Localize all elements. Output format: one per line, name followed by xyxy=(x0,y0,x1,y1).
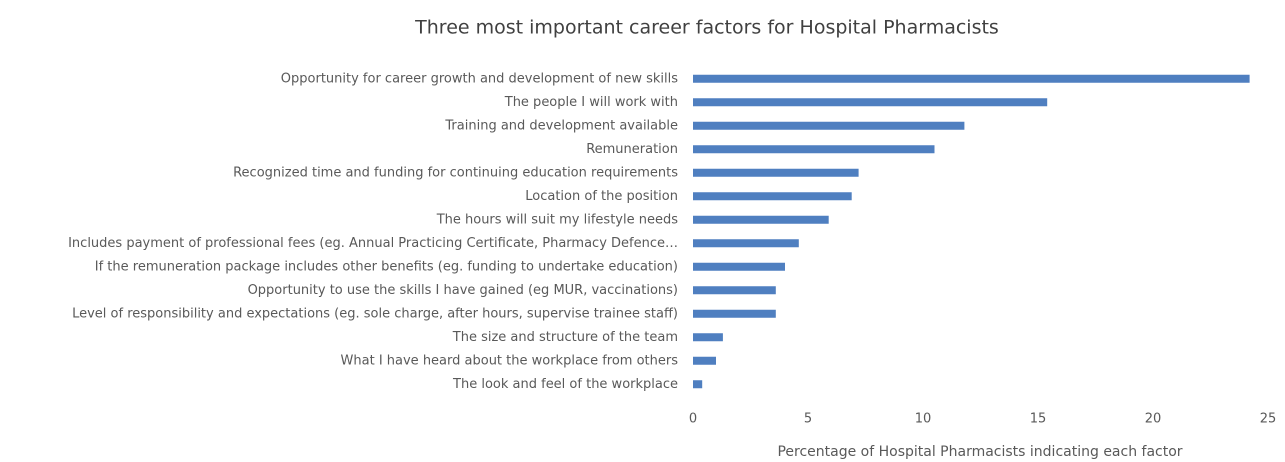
x-tick-label: 15 xyxy=(1030,412,1047,427)
x-axis-title: Percentage of Hospital Pharmacists indic… xyxy=(777,444,1182,460)
bar xyxy=(693,168,859,177)
bar xyxy=(693,309,776,318)
y-tick-label: Includes payment of professional fees (e… xyxy=(68,236,678,251)
bar xyxy=(693,239,799,248)
bar xyxy=(693,286,776,295)
y-tick-label: The size and structure of the team xyxy=(452,330,678,345)
bar xyxy=(693,380,703,389)
bar xyxy=(693,98,1048,107)
bar xyxy=(693,121,965,130)
y-tick-label: If the remuneration package includes oth… xyxy=(95,259,678,274)
bar xyxy=(693,192,852,201)
y-tick-label: What I have heard about the workplace fr… xyxy=(341,353,679,368)
x-tick-label: 10 xyxy=(915,412,932,427)
bar xyxy=(693,356,716,365)
chart-title: Three most important career factors for … xyxy=(414,17,999,39)
y-tick-label: The people I will work with xyxy=(504,95,678,110)
y-tick-label: The hours will suit my lifestyle needs xyxy=(436,212,679,227)
bar xyxy=(693,215,829,224)
y-tick-label: Training and development available xyxy=(444,118,678,133)
y-tick-label: Remuneration xyxy=(586,142,678,157)
x-tick-label: 0 xyxy=(689,412,697,427)
y-tick-label: The look and feel of the workplace xyxy=(452,377,678,392)
x-tick-label: 20 xyxy=(1145,412,1162,427)
y-tick-label: Level of responsibility and expectations… xyxy=(72,306,678,321)
bar xyxy=(693,262,785,271)
bar xyxy=(693,333,723,342)
y-tick-label: Opportunity to use the skills I have gai… xyxy=(248,283,678,298)
x-tick-label: 25 xyxy=(1260,412,1277,427)
x-tick-label: 5 xyxy=(804,412,812,427)
bar xyxy=(693,145,935,154)
y-tick-label: Opportunity for career growth and develo… xyxy=(281,71,678,86)
y-tick-label: Recognized time and funding for continui… xyxy=(233,165,678,180)
bar xyxy=(693,74,1250,83)
y-tick-label: Location of the position xyxy=(525,189,678,204)
